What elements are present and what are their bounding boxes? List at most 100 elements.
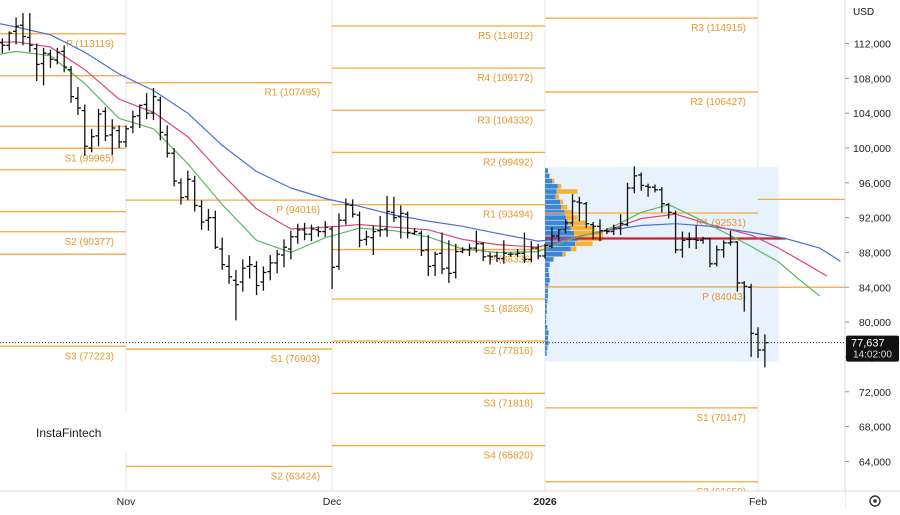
ohlc-bar: [493, 251, 500, 263]
ohlc-bar: [425, 235, 432, 276]
time-axis-panel[interactable]: [0, 491, 845, 510]
volume-row-buy-32: [545, 335, 548, 341]
volume-row-sell-16: [562, 251, 566, 257]
ohlc-bar: [741, 281, 748, 312]
volume-row-buy-29: [545, 319, 547, 325]
ohlc-bar: [13, 17, 20, 45]
pivot-label-5: P (94016): [276, 205, 320, 216]
price-tick-label-4: 80,000: [859, 317, 891, 329]
pivot-label-11: R2 (99492): [483, 157, 533, 168]
ohlc-bar: [253, 261, 260, 296]
price-tick-label-8: 96,000: [859, 178, 891, 190]
ohlc-bar: [61, 45, 68, 73]
price-tick-label-0: 64,000: [859, 456, 891, 468]
volume-row-buy-27: [545, 309, 547, 314]
ohlc-bar: [514, 248, 521, 257]
volume-row-buy-31: [545, 330, 549, 335]
ohlc-bar: [26, 13, 33, 53]
volume-row-sell-17: [553, 257, 555, 262]
ohlc-bar: [555, 228, 562, 242]
ohlc-bar: [617, 214, 624, 236]
ohlc-bar: [363, 230, 370, 246]
ohlc-bar: [377, 215, 384, 237]
volume-row-buy-17: [545, 257, 554, 262]
ohlc-bar: [88, 128, 95, 153]
ohlc-bar: [686, 232, 693, 249]
ohlc-bar: [665, 202, 672, 219]
moving-averages: [0, 23, 841, 297]
ohlc-bar: [397, 205, 404, 239]
pivot-label-22: S1 (70147): [697, 413, 746, 424]
price-axis-panel[interactable]: [845, 0, 900, 491]
volume-row-buy-10: [545, 220, 569, 226]
ohlc-bar: [418, 230, 425, 256]
pivot-label-3: S3 (77223): [65, 351, 114, 362]
candle-countdown: 14:02:00: [853, 350, 892, 361]
current-price-tag: 77,637 14:02:00: [846, 335, 899, 362]
ohlc-bar: [136, 104, 143, 128]
volume-row-buy-34: [545, 345, 548, 351]
pivot-levels: P (113119) S1 (99965) S2 (90377) S3 (77223)…: [0, 17, 845, 498]
ohlc-bar: [727, 230, 734, 246]
ohlc-bar: [569, 194, 576, 227]
ohlc-bar: [74, 87, 81, 115]
ohlc-bar: [239, 259, 246, 292]
ohlc-bar: [177, 178, 184, 205]
volume-row-buy-4: [545, 189, 557, 194]
volume-row-sell-15: [570, 246, 577, 252]
ohlc-bar: [679, 231, 686, 258]
pivot-label-12: R1 (93494): [483, 210, 533, 221]
ohlc-bar: [301, 222, 308, 241]
volume-row-buy-0: [545, 168, 548, 173]
ohlc-bar: [95, 108, 102, 147]
watermark-logo: InstaFintech: [36, 426, 101, 440]
ohlc-bar: [638, 172, 645, 191]
volume-row-buy-19: [545, 267, 549, 273]
pivot-label-4: R1 (107495): [264, 88, 320, 99]
pivot-label-14: S1 (82656): [484, 304, 533, 315]
time-tick-label-0: Nov: [117, 496, 136, 508]
volume-row-buy-2: [545, 178, 553, 184]
pivot-label-19: R2 (106427): [690, 97, 746, 108]
volume-row-buy-15: [545, 246, 571, 252]
ohlc-bar: [150, 87, 157, 121]
pivot-label-10: R3 (104332): [477, 115, 533, 126]
ohlc-bar: [40, 47, 47, 86]
volume-row-buy-9: [545, 215, 566, 220]
ohlc-bar: [191, 175, 198, 212]
ohlc-bar: [171, 147, 178, 187]
ohlc-bar: [459, 247, 466, 254]
ohlc-bar: [294, 223, 301, 244]
ohlc-bar: [404, 211, 411, 239]
ohlc-bar: [748, 283, 755, 357]
pivot-label-18: R3 (114915): [691, 23, 746, 34]
ohlc-bar: [19, 13, 26, 46]
ohlc-bar: [116, 125, 123, 148]
ohlc-bar: [205, 208, 212, 231]
volume-row-buy-26: [545, 304, 547, 309]
ohlc-bar: [342, 198, 349, 225]
ohlc-bar: [349, 199, 356, 218]
ohlc-bar: [356, 211, 363, 248]
ohlc-bar: [603, 228, 610, 235]
price-tick-label-9: 100,000: [853, 143, 891, 155]
volume-row-buy-24: [545, 293, 548, 299]
ohlc-bar: [473, 230, 480, 253]
price-tick-label-5: 84,000: [859, 282, 891, 294]
ohlc-bar: [500, 240, 507, 264]
volume-row-buy-35: [545, 351, 547, 356]
ohlc-bar: [212, 210, 219, 249]
ohlc-bar: [631, 166, 638, 194]
volume-row-buy-21: [545, 278, 550, 283]
gear-icon[interactable]: [869, 495, 881, 507]
ohlc-bar: [102, 107, 109, 142]
ohlc-bar: [68, 66, 75, 103]
ohlc-bar: [672, 210, 679, 254]
currency-label[interactable]: USD: [853, 7, 874, 18]
ohlc-bar: [54, 47, 61, 65]
volume-row-buy-3: [545, 183, 558, 189]
ohlc-bar: [452, 243, 459, 279]
ohlc-bar: [198, 200, 205, 230]
